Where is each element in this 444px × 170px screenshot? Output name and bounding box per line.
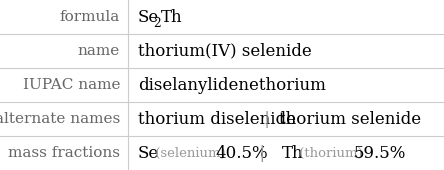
Text: alternate names: alternate names [0, 112, 120, 126]
Text: |: | [249, 144, 275, 162]
Text: 2: 2 [153, 17, 161, 30]
Text: IUPAC name: IUPAC name [23, 78, 120, 92]
Text: Th: Th [282, 144, 304, 162]
Text: thorium selenide: thorium selenide [279, 110, 421, 128]
Text: name: name [78, 44, 120, 58]
Text: (thorium): (thorium) [295, 147, 367, 159]
Text: Se: Se [138, 8, 159, 26]
Text: Th: Th [161, 8, 182, 26]
Text: |: | [258, 110, 275, 128]
Text: diselanylidenethorium: diselanylidenethorium [138, 76, 326, 94]
Text: 59.5%: 59.5% [354, 144, 406, 162]
Text: thorium diselenide: thorium diselenide [138, 110, 296, 128]
Text: 40.5%: 40.5% [215, 144, 268, 162]
Text: (selenium): (selenium) [151, 147, 230, 159]
Text: mass fractions: mass fractions [8, 146, 120, 160]
Text: formula: formula [60, 10, 120, 24]
Text: Se: Se [138, 144, 159, 162]
Text: thorium(IV) selenide: thorium(IV) selenide [138, 42, 312, 60]
